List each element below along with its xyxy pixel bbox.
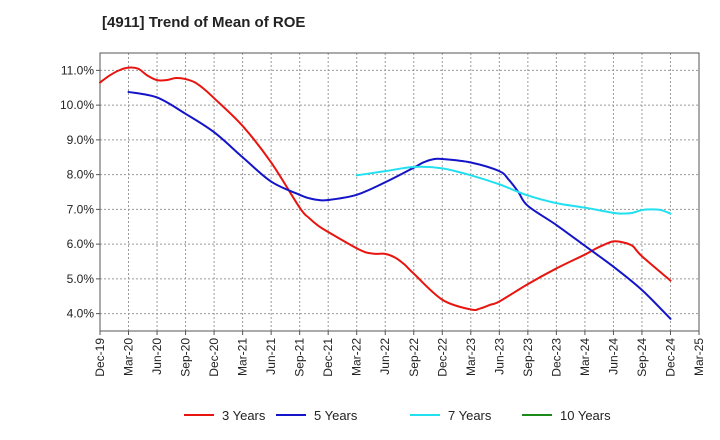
series-line-7-years	[355, 165, 672, 215]
x-tick-label: Jun-23	[492, 338, 506, 375]
series-line-3-years	[99, 66, 672, 312]
legend: 3 Years 5 Years 7 Years 10 Years	[184, 408, 611, 423]
plot-frame	[99, 52, 700, 332]
x-tick-label: Sep-20	[179, 338, 193, 377]
x-tick-label: Dec-24	[663, 338, 677, 377]
x-tick-label: Mar-24	[578, 338, 592, 376]
legend-label: 3 Years	[222, 408, 266, 423]
series-lines	[99, 66, 672, 320]
x-tick-label: Sep-21	[293, 338, 307, 377]
legend-label: 7 Years	[448, 408, 492, 423]
x-tick-label: Jun-20	[150, 338, 164, 375]
x-tick-label: Mar-25	[692, 338, 706, 376]
x-tick-label: Sep-22	[407, 338, 421, 377]
y-tick-label: 5.0%	[67, 272, 95, 286]
x-tick-label: Sep-24	[635, 338, 649, 377]
legend-item-7-years: 7 Years	[410, 408, 492, 423]
legend-item-5-years: 5 Years	[276, 408, 358, 423]
y-tick-label: 9.0%	[67, 133, 95, 147]
y-tick-label: 11.0%	[61, 63, 94, 77]
y-tick-label: 10.0%	[60, 98, 94, 112]
x-tick-label: Sep-23	[521, 338, 535, 377]
legend-label: 10 Years	[560, 408, 611, 423]
x-tick-label: Mar-21	[236, 338, 250, 376]
x-tick-label: Dec-21	[321, 338, 335, 377]
x-tick-label: Dec-20	[207, 338, 221, 377]
x-tick-label: Mar-23	[464, 338, 478, 376]
y-tick-label: 7.0%	[67, 202, 95, 216]
chart-title: [4911] Trend of Mean of ROE	[102, 14, 306, 31]
y-tick-label: 8.0%	[67, 168, 95, 182]
legend-item-10-years: 10 Years	[522, 408, 611, 423]
plot-area	[100, 53, 699, 331]
legend-label: 5 Years	[314, 408, 358, 423]
x-tick-label: Mar-22	[350, 338, 364, 376]
x-tick-label: Dec-22	[435, 338, 449, 377]
x-tick-label: Dec-19	[93, 338, 107, 377]
series-line-5-years	[127, 90, 672, 320]
x-tick-label: Jun-22	[378, 338, 392, 375]
y-axis-ticks: 4.0% 5.0% 6.0% 7.0% 8.0% 9.0% 10.0% 11.0%	[60, 63, 100, 321]
x-tick-label: Jun-21	[264, 338, 278, 375]
x-tick-label: Jun-24	[606, 338, 620, 375]
y-tick-label: 6.0%	[67, 237, 95, 251]
x-axis-ticks: Dec-19 Mar-20 Jun-20 Sep-20 Dec-20 Mar-21 Jun-…	[93, 331, 706, 377]
legend-item-3-years: 3 Years	[184, 408, 266, 423]
x-tick-label: Mar-20	[122, 338, 136, 376]
y-tick-label: 4.0%	[67, 307, 95, 321]
x-tick-label: Dec-23	[549, 338, 563, 377]
